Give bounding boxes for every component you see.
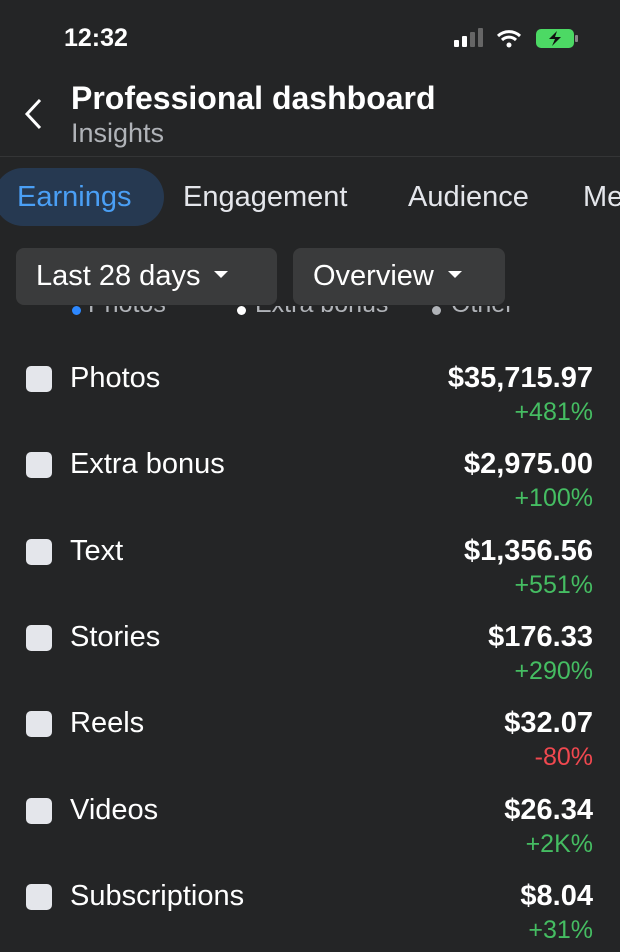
tab[interactable]: Engagement (183, 181, 348, 213)
row-amount: $176.33 (488, 620, 593, 653)
row-name: Text (70, 534, 124, 567)
legend-label: Extra bonus (255, 306, 388, 319)
filter-dropdown[interactable]: Last 28 days (16, 248, 277, 305)
tab[interactable]: Earnings (17, 181, 132, 213)
divider (0, 156, 620, 157)
legend-dot (72, 306, 81, 315)
row-amount: $32.07 (504, 707, 593, 740)
caret (214, 271, 229, 278)
back-button[interactable] (22, 96, 46, 132)
row-icon (26, 711, 52, 738)
legend-label: Other (451, 306, 514, 319)
filter-label: Overview (313, 260, 434, 292)
row-name: Extra bonus (70, 448, 225, 481)
row-name: Videos (70, 793, 159, 826)
header-title: Professional dashboard (71, 80, 436, 116)
row-icon (26, 883, 52, 910)
row-amount: $2,975.00 (463, 448, 593, 481)
tab[interactable]: Me (583, 181, 620, 213)
row-amount: $26.34 (504, 793, 593, 826)
filter-label: Last 28 days (36, 260, 201, 292)
active-tab-bg (0, 168, 164, 226)
row-icon (26, 624, 52, 651)
row-change: -80% (534, 743, 593, 772)
row-name: Subscriptions (70, 879, 245, 912)
row-change: +100% (514, 484, 593, 513)
row-change: +290% (514, 656, 593, 685)
tab[interactable]: Audience (408, 181, 529, 213)
legend-label: Photos (88, 306, 166, 319)
legend-dot (432, 306, 441, 315)
status-icons (454, 28, 578, 48)
status-time: 12:32 (64, 24, 128, 52)
legend: Photos Extra bonus Other (0, 306, 620, 324)
row-icon (26, 538, 52, 565)
row-name: Photos (70, 362, 161, 394)
row-icon (26, 452, 52, 479)
row-change: +481% (514, 398, 593, 426)
row-icon (26, 366, 52, 392)
row-change: +551% (514, 570, 593, 599)
row-name: Stories (70, 620, 161, 653)
filter-dropdown[interactable]: Overview (293, 248, 505, 305)
caret (447, 271, 462, 278)
row-change: +2K% (525, 829, 593, 858)
row-name: Reels (70, 707, 145, 740)
row-amount: $35,715.97 (447, 362, 593, 394)
row-icon (26, 797, 52, 824)
legend-dot (237, 306, 246, 315)
row-amount: $1,356.56 (463, 534, 593, 567)
header-subtitle: Insights (71, 118, 165, 148)
row-change: +31% (528, 915, 593, 944)
row-amount: $8.04 (520, 879, 593, 912)
